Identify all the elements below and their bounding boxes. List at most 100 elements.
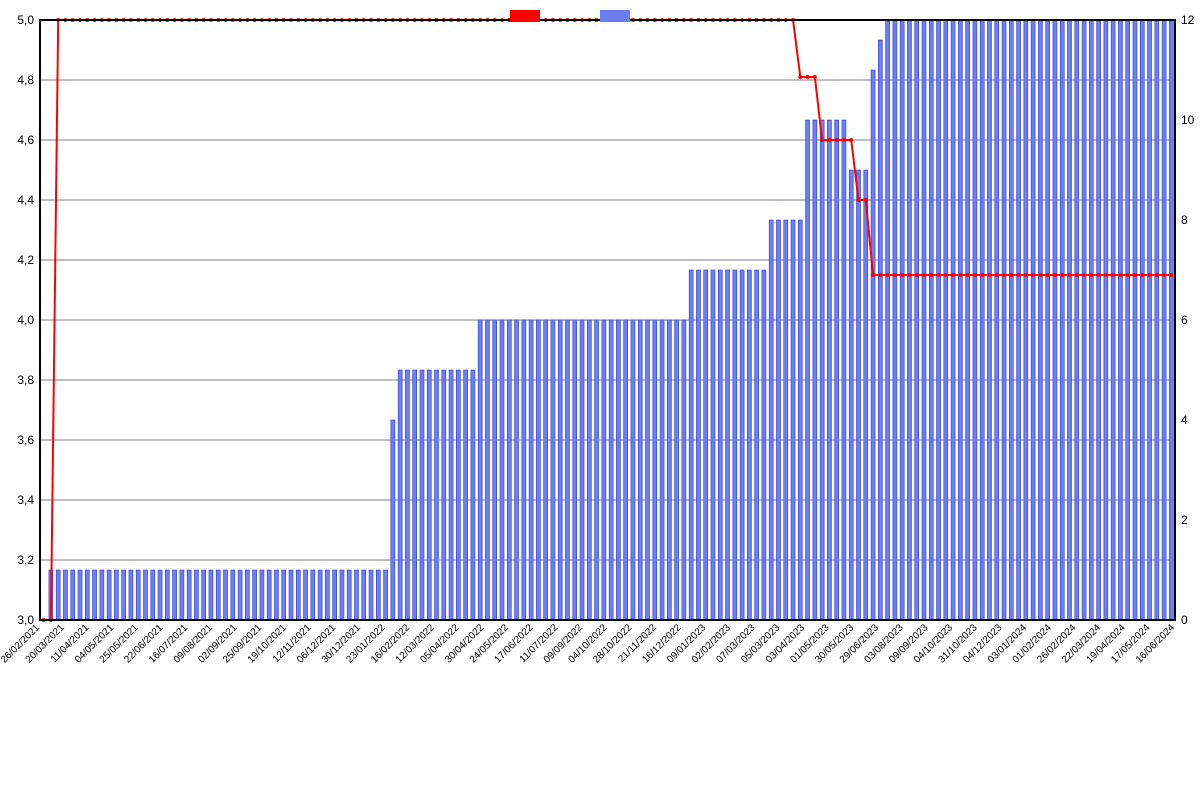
data-marker [842, 138, 846, 142]
data-bar [864, 170, 868, 620]
data-marker [871, 273, 875, 277]
data-bar [1169, 20, 1173, 620]
left-axis-tick-label: 3,2 [17, 553, 34, 567]
data-marker [1140, 273, 1144, 277]
data-bar [1118, 20, 1122, 620]
data-bar [442, 370, 446, 620]
data-marker [1126, 273, 1130, 277]
data-bar [580, 320, 584, 620]
data-marker [1017, 273, 1021, 277]
data-marker [827, 138, 831, 142]
data-bar [944, 20, 948, 620]
data-bar [340, 570, 344, 620]
data-bar [245, 570, 249, 620]
left-axis-tick-label: 4,8 [17, 73, 34, 87]
data-bar [551, 320, 555, 620]
data-bar [333, 570, 337, 620]
data-bar [966, 20, 970, 620]
data-bar [776, 220, 780, 620]
data-bar [987, 20, 991, 620]
data-bar [311, 570, 315, 620]
data-bar [907, 20, 911, 620]
data-bar [1082, 20, 1086, 620]
data-marker [1082, 273, 1086, 277]
legend-swatch-line [510, 10, 540, 22]
data-bar [136, 570, 140, 620]
data-bar [798, 220, 802, 620]
data-bar [893, 20, 897, 620]
right-axis-tick-label: 6 [1181, 313, 1188, 327]
data-bar [515, 320, 519, 620]
left-axis-tick-label: 3,4 [17, 493, 34, 507]
data-bar [209, 570, 213, 620]
data-bar [646, 320, 650, 620]
data-bar [391, 420, 395, 620]
data-bar [704, 270, 708, 620]
data-bar [762, 270, 766, 620]
data-bar [420, 370, 424, 620]
data-bar [595, 320, 599, 620]
data-bar [587, 320, 591, 620]
data-bar [318, 570, 322, 620]
left-axis-tick-label: 4,6 [17, 133, 34, 147]
data-bar [1089, 20, 1093, 620]
data-marker [813, 75, 817, 79]
data-bar [1038, 20, 1042, 620]
data-bar [187, 570, 191, 620]
data-bar [143, 570, 147, 620]
data-bar [755, 270, 759, 620]
data-bar [216, 570, 220, 620]
data-marker [944, 273, 948, 277]
data-bar [485, 320, 489, 620]
data-marker [893, 273, 897, 277]
data-bar [609, 320, 613, 620]
data-bar [1024, 20, 1028, 620]
data-bar [282, 570, 286, 620]
data-marker [1053, 273, 1057, 277]
data-bar [471, 370, 475, 620]
data-bar [878, 40, 882, 620]
data-bar [456, 370, 460, 620]
right-axis-tick-label: 4 [1181, 413, 1188, 427]
data-marker [987, 273, 991, 277]
data-bar [733, 270, 737, 620]
data-bar [835, 120, 839, 620]
data-bar [653, 320, 657, 620]
data-marker [857, 198, 861, 202]
data-bar [180, 570, 184, 620]
data-bar [1097, 20, 1101, 620]
data-bar [289, 570, 293, 620]
data-bar [231, 570, 235, 620]
data-bar [100, 570, 104, 620]
right-axis-tick-label: 8 [1181, 213, 1188, 227]
data-bar [347, 570, 351, 620]
data-bar [224, 570, 228, 620]
data-bar [253, 570, 257, 620]
data-bar [842, 120, 846, 620]
data-bar [675, 320, 679, 620]
data-bar [260, 570, 264, 620]
data-bar [849, 170, 853, 620]
data-bar [107, 570, 111, 620]
data-marker [820, 138, 824, 142]
left-axis-tick-label: 4,4 [17, 193, 34, 207]
data-marker [907, 273, 911, 277]
data-bar [493, 320, 497, 620]
data-bar [1060, 20, 1064, 620]
data-marker [1148, 273, 1152, 277]
data-marker [1104, 273, 1108, 277]
data-bar [362, 570, 366, 620]
data-bar [1162, 20, 1166, 620]
data-marker [966, 273, 970, 277]
data-marker [1162, 273, 1166, 277]
data-bar [718, 270, 722, 620]
data-marker [1009, 273, 1013, 277]
data-bar [304, 570, 308, 620]
data-bar [158, 570, 162, 620]
data-bar [522, 320, 526, 620]
left-axis-tick-label: 3,6 [17, 433, 34, 447]
data-marker [864, 198, 868, 202]
data-bar [238, 570, 242, 620]
data-marker [958, 273, 962, 277]
data-bar [1111, 20, 1115, 620]
